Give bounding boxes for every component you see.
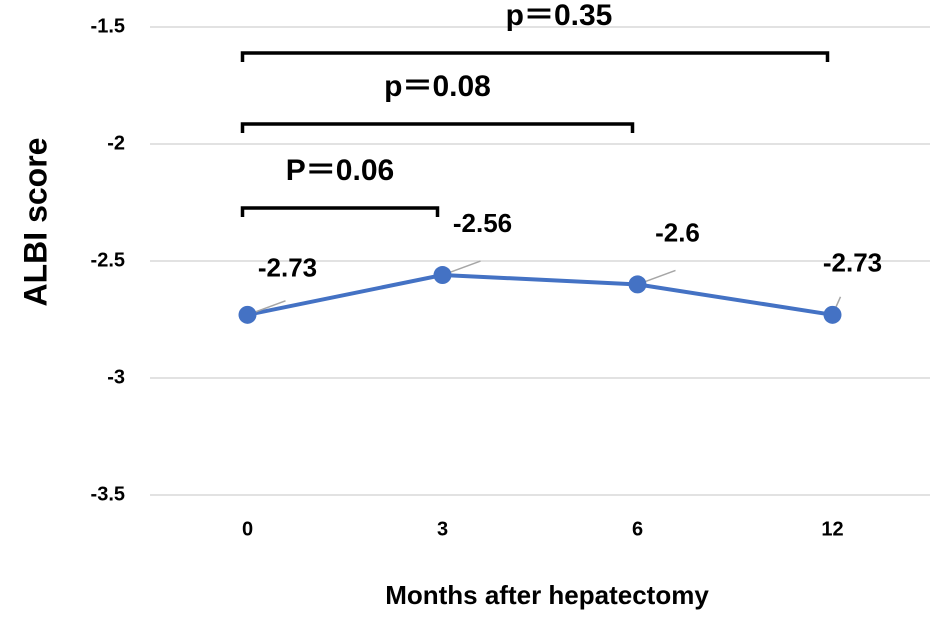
data-label: -2.73 bbox=[823, 248, 882, 278]
y-tick-label: -3.5 bbox=[91, 483, 125, 505]
marker bbox=[433, 266, 452, 285]
significance-bracket bbox=[240, 206, 440, 217]
y-tick-label: -1.5 bbox=[91, 15, 125, 37]
significance-bracket bbox=[240, 51, 830, 62]
x-axis-label: Months after hepatectomy bbox=[385, 580, 709, 610]
data-label: -2.73 bbox=[258, 253, 317, 283]
x-tick-label: 12 bbox=[821, 518, 843, 540]
data-label: -2.56 bbox=[453, 208, 512, 238]
y-tick-label: -2 bbox=[107, 132, 125, 154]
significance-bracket bbox=[240, 122, 635, 133]
marker bbox=[628, 275, 647, 294]
marker bbox=[823, 305, 842, 324]
p-value-annotation: p＝0.08 bbox=[384, 70, 491, 103]
x-tick-label: 6 bbox=[632, 518, 643, 540]
x-tick-label: 0 bbox=[242, 518, 253, 540]
data-label: -2.6 bbox=[655, 217, 700, 247]
marker bbox=[238, 305, 257, 324]
p-value-annotation: p＝0.35 bbox=[506, 0, 613, 32]
x-tick-label: 3 bbox=[437, 518, 448, 540]
series-line bbox=[247, 273, 833, 317]
y-tick-label: -3 bbox=[107, 366, 125, 388]
y-axis-label: ALBI score bbox=[17, 138, 53, 307]
y-tick-label: -2.5 bbox=[91, 249, 125, 271]
p-value-annotation: P＝0.06 bbox=[286, 154, 394, 187]
